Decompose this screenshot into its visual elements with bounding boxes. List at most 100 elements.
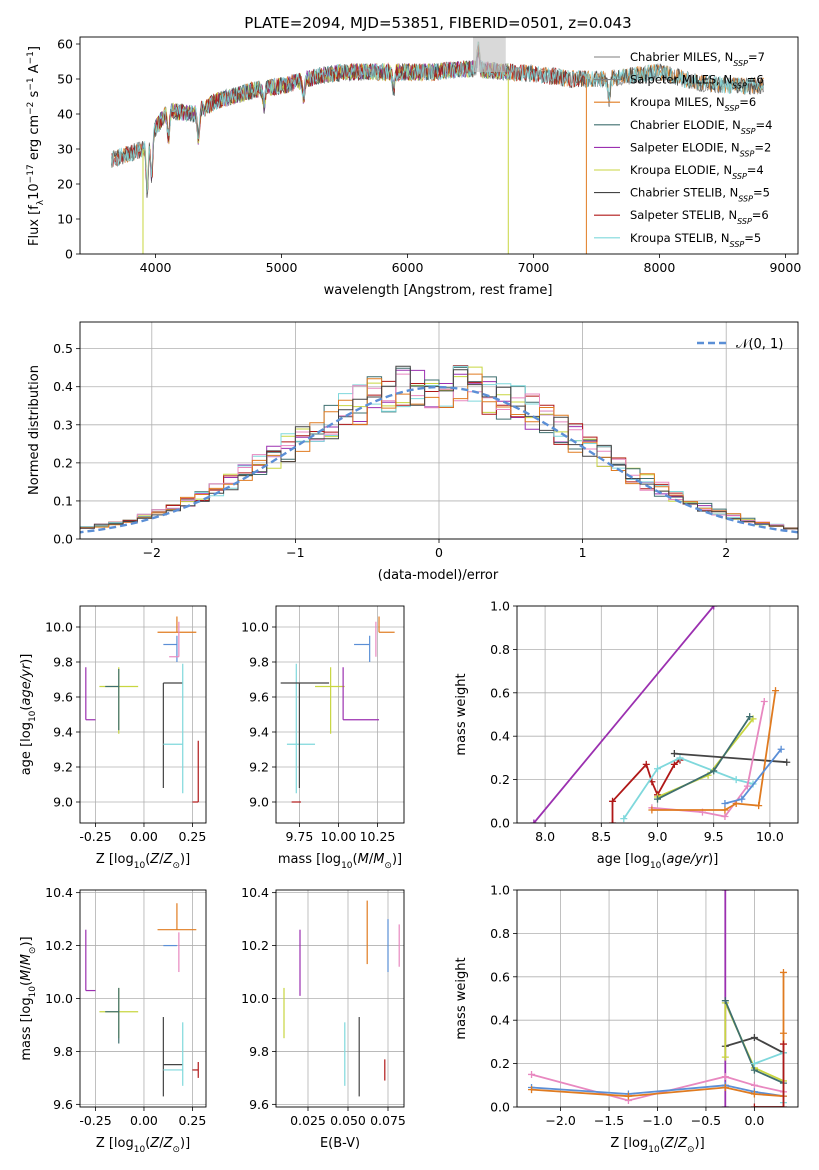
legend-name: Salpeter STELIB, N [630, 208, 737, 222]
axis-label-part: Z [log [96, 1136, 134, 1151]
y-tick-label: 9.2 [53, 760, 73, 775]
series-marker [648, 806, 656, 814]
x-tick-label: 2 [722, 545, 730, 560]
y-tick-label: 0.4 [53, 379, 73, 394]
axis-label: age [log10(age/yr)] [597, 852, 719, 871]
y-tick-label: 9.4 [53, 725, 73, 740]
y-tick-label: 0.2 [490, 1056, 510, 1071]
y-tick-label: 9.8 [53, 655, 73, 670]
legend-sub: SSP [738, 194, 753, 203]
y-tick-label: 50 [57, 72, 73, 87]
series-line [533, 606, 715, 823]
series-marker [777, 745, 785, 753]
x-tick-label: 9000 [769, 260, 801, 275]
y-tick-label: 0.5 [53, 341, 73, 356]
y-tick-label: 9.8 [53, 1044, 73, 1059]
x-tick-label: -0.25 [79, 829, 111, 844]
normal-curve [80, 385, 798, 534]
legend-sub: SSP [733, 59, 748, 68]
series-marker [530, 819, 538, 823]
y-tick-label: 9.2 [249, 760, 269, 775]
axis-label-part: Z [log [610, 1136, 648, 1151]
legend-entry: Chabrier MILES, NSSP=7 [630, 50, 765, 68]
series-marker [670, 750, 678, 758]
y-axis-label-part: λ [36, 199, 46, 205]
y-tick-label: 0.1 [53, 493, 73, 508]
legend-name: Kroupa STELIB, N [630, 231, 730, 245]
y-tick-label: 10.2 [241, 938, 269, 953]
legend-entry: Salpeter ELODIE, NSSP=2 [630, 140, 771, 158]
legend-name: Chabrier STELIB, N [630, 186, 738, 200]
series-marker [654, 765, 661, 773]
series-marker [710, 767, 718, 775]
y-tick-label: 9.4 [249, 725, 269, 740]
series-marker [750, 1060, 758, 1068]
series-marker [528, 1070, 536, 1078]
axis-label-part: M [19, 970, 34, 981]
series-marker [750, 1081, 758, 1089]
axis-label: Z [log10(Z/Z⊙)] [96, 852, 190, 871]
axis-label-part: age/yr [666, 852, 709, 867]
legend-name: Chabrier ELODIE, N [630, 118, 741, 132]
series-marker [670, 760, 678, 768]
y-tick-label: 9.8 [249, 655, 269, 670]
y-tick-label: 30 [57, 142, 73, 157]
y-tick-label: 0.8 [490, 642, 510, 657]
axis-label-part: ( [145, 852, 150, 867]
axis-label-part: ⊙ [384, 861, 392, 871]
series-marker [721, 806, 729, 814]
axis-label-part: / [159, 1136, 164, 1151]
grid-lines [276, 606, 404, 823]
x-tick-label: 7000 [518, 260, 550, 275]
x-tick-label: 9.5 [704, 829, 724, 844]
axis-label-part: ( [145, 1136, 150, 1151]
legend-name: Kroupa MILES, N [630, 95, 725, 109]
axis-label-part: 10 [134, 1145, 146, 1155]
spectrum-line-kroupa-stelib [111, 41, 765, 193]
axis-label-part: )] [695, 1136, 705, 1151]
axis-label-part: age [log [597, 852, 650, 867]
legend-count: =6 [752, 208, 769, 222]
axis-label-part: M [373, 852, 384, 867]
y-tick-label: 0.4 [490, 1013, 510, 1028]
series-marker [528, 1086, 536, 1094]
series-marker [783, 758, 791, 766]
y-tick-label: 0.3 [53, 417, 73, 432]
axes-frame [516, 889, 799, 1108]
axis-label-part: )] [180, 852, 190, 867]
grid-lines [80, 606, 206, 823]
y-tick-label: 10.2 [45, 938, 73, 953]
axis-label-part: Z [677, 1136, 688, 1151]
axis-label-part: Z [163, 852, 174, 867]
legend-sub: SSP [730, 239, 745, 248]
y-axis-label: Flux [fλ10−17 erg cm−2 s−1 A−1] [26, 46, 46, 246]
series-marker [620, 815, 628, 823]
x-tick-label: −1.5 [594, 1113, 624, 1128]
series-marker [609, 819, 617, 823]
x-tick-label: 6000 [392, 260, 424, 275]
series-marker [624, 1092, 632, 1100]
series-marker [738, 795, 746, 803]
axes-frame [79, 889, 207, 1108]
mass-vs-metallicity-panel: -0.25 0.00 0.259.69.810.010.210.4Z [log10(… [19, 885, 207, 1155]
x-tick-label: −2.0 [545, 1113, 575, 1128]
y-tick-label: 9.0 [249, 795, 269, 810]
x-tick-label: −1.0 [642, 1113, 672, 1128]
axis-label-part: ( [661, 852, 666, 867]
y-axis-label: Normed distribution [27, 365, 42, 495]
axis-label-part: 10 [650, 861, 662, 871]
age-vs-metallicity-panel: -0.25 0.00 0.259.09.29.49.69.810.0Z [log10… [19, 605, 207, 871]
axis-label-part: age [log [19, 722, 34, 775]
axis-label-part: 10 [28, 710, 38, 722]
y-tick-label: 10 [57, 212, 73, 227]
axis-label-part: )] [180, 1136, 190, 1151]
axes-frame [79, 321, 799, 540]
legend-name: Kroupa ELODIE, N [630, 163, 732, 177]
y-tick-label: 9.0 [53, 795, 73, 810]
legend-count: =4 [756, 118, 773, 132]
series-marker [609, 797, 617, 805]
error-bars [283, 900, 400, 1097]
axis-label: mass [log10(M/M⊙)] [278, 852, 402, 871]
legend-name: Salpeter ELODIE, N [630, 140, 740, 154]
